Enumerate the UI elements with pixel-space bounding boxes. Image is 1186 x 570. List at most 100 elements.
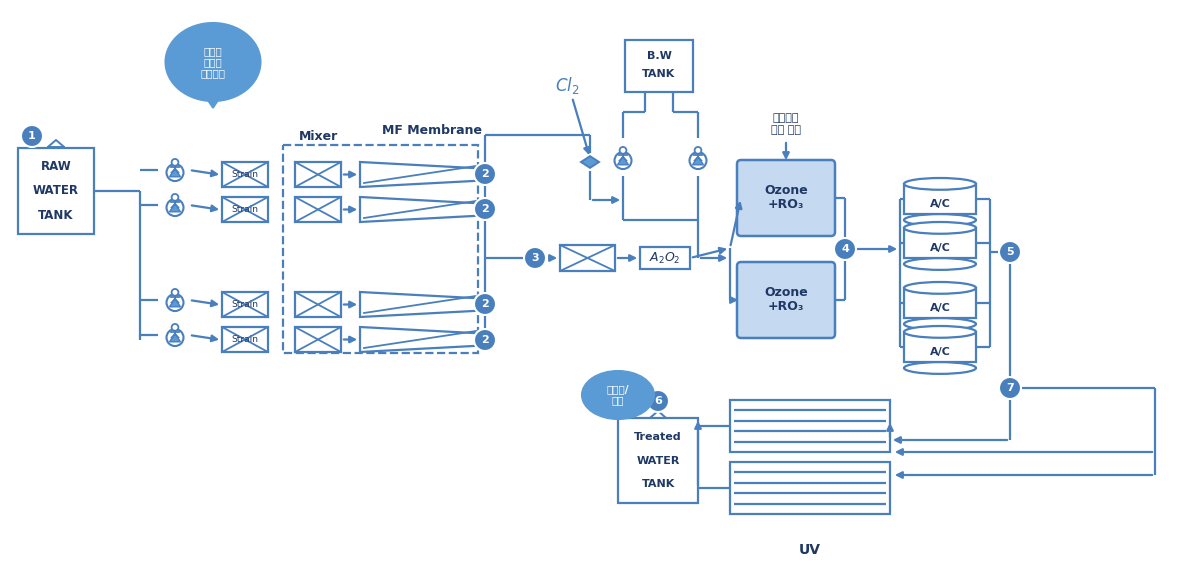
Text: RAW: RAW — [40, 160, 71, 173]
Text: 5: 5 — [1006, 247, 1014, 257]
Bar — [222, 197, 268, 222]
Ellipse shape — [904, 214, 976, 226]
Polygon shape — [170, 298, 180, 307]
Circle shape — [524, 247, 546, 269]
Circle shape — [172, 324, 178, 331]
Circle shape — [166, 329, 184, 346]
Bar — [222, 327, 268, 352]
Bar — [295, 292, 342, 317]
Bar — [904, 228, 976, 258]
Text: Strain: Strain — [231, 205, 259, 214]
Text: 식수대/: 식수대/ — [607, 385, 630, 394]
Bar — [625, 40, 693, 92]
Polygon shape — [618, 156, 629, 165]
Circle shape — [172, 194, 178, 201]
Text: 6: 6 — [653, 396, 662, 406]
Bar — [731, 462, 890, 514]
Ellipse shape — [904, 222, 976, 234]
Circle shape — [619, 147, 626, 154]
Text: Ozone: Ozone — [764, 184, 808, 197]
Ellipse shape — [904, 326, 976, 338]
Text: Ozone: Ozone — [764, 286, 808, 299]
Bar — [904, 332, 976, 362]
Text: $Cl_2$: $Cl_2$ — [555, 75, 579, 96]
Text: +RO₃: +RO₃ — [767, 300, 804, 314]
Polygon shape — [170, 168, 180, 177]
Text: B.W: B.W — [646, 51, 671, 60]
Text: TANK: TANK — [38, 209, 74, 222]
Text: A/C: A/C — [930, 303, 950, 313]
Text: 2: 2 — [482, 335, 489, 345]
Polygon shape — [581, 156, 599, 168]
Bar — [18, 148, 94, 234]
Text: A/C: A/C — [930, 347, 950, 357]
Circle shape — [689, 152, 707, 169]
Text: 생략가능: 생략가능 — [200, 68, 225, 78]
Text: 4: 4 — [841, 244, 849, 254]
Circle shape — [474, 293, 496, 315]
Text: UV: UV — [799, 543, 821, 557]
Text: 오존농도: 오존농도 — [773, 113, 799, 123]
Circle shape — [166, 199, 184, 216]
Circle shape — [474, 329, 496, 351]
Circle shape — [695, 147, 701, 154]
Bar — [222, 162, 268, 187]
Ellipse shape — [904, 258, 976, 270]
Bar — [295, 162, 342, 187]
Polygon shape — [361, 327, 478, 352]
Bar — [295, 327, 342, 352]
Polygon shape — [693, 156, 703, 165]
Text: 7: 7 — [1006, 383, 1014, 393]
Text: Mixer: Mixer — [299, 131, 338, 144]
Text: Strain: Strain — [231, 300, 259, 309]
Text: WATER: WATER — [637, 455, 680, 466]
Text: 2: 2 — [482, 204, 489, 214]
Text: Strain: Strain — [231, 335, 259, 344]
Text: Treated: Treated — [635, 431, 682, 442]
Text: WATER: WATER — [33, 185, 79, 197]
Text: 측정 장비: 측정 장비 — [771, 125, 801, 135]
Text: $A_2O_2$: $A_2O_2$ — [649, 250, 681, 266]
Circle shape — [172, 159, 178, 166]
Circle shape — [474, 198, 496, 220]
Circle shape — [172, 289, 178, 296]
Text: +RO₃: +RO₃ — [767, 198, 804, 211]
FancyBboxPatch shape — [737, 262, 835, 338]
Polygon shape — [612, 417, 625, 418]
Text: Strain: Strain — [231, 170, 259, 179]
Bar — [560, 245, 616, 271]
Bar — [295, 197, 342, 222]
Text: 2: 2 — [482, 299, 489, 309]
Text: 1: 1 — [28, 131, 36, 141]
Polygon shape — [170, 203, 180, 212]
Text: MF Membrane: MF Membrane — [382, 124, 482, 136]
Bar — [731, 400, 890, 452]
Circle shape — [474, 163, 496, 185]
Ellipse shape — [166, 23, 261, 101]
Text: 침전수: 침전수 — [204, 46, 223, 56]
Bar — [222, 292, 268, 317]
Text: A/C: A/C — [930, 199, 950, 209]
Ellipse shape — [904, 362, 976, 374]
Text: TANK: TANK — [643, 69, 676, 79]
Ellipse shape — [904, 178, 976, 190]
Text: 병물: 병물 — [612, 396, 624, 405]
Polygon shape — [361, 292, 478, 317]
Polygon shape — [170, 333, 180, 342]
Text: 2: 2 — [482, 169, 489, 179]
Text: 3: 3 — [531, 253, 538, 263]
Polygon shape — [361, 197, 478, 222]
Text: A/C: A/C — [930, 243, 950, 253]
Circle shape — [614, 152, 631, 169]
Text: TANK: TANK — [642, 479, 675, 489]
Polygon shape — [208, 99, 219, 108]
Text: 공급시: 공급시 — [204, 57, 223, 67]
Ellipse shape — [582, 371, 653, 419]
Circle shape — [166, 294, 184, 311]
Circle shape — [834, 238, 856, 260]
Bar — [904, 184, 976, 214]
Bar — [904, 288, 976, 318]
Ellipse shape — [904, 282, 976, 294]
Circle shape — [999, 377, 1021, 399]
Polygon shape — [361, 162, 478, 187]
